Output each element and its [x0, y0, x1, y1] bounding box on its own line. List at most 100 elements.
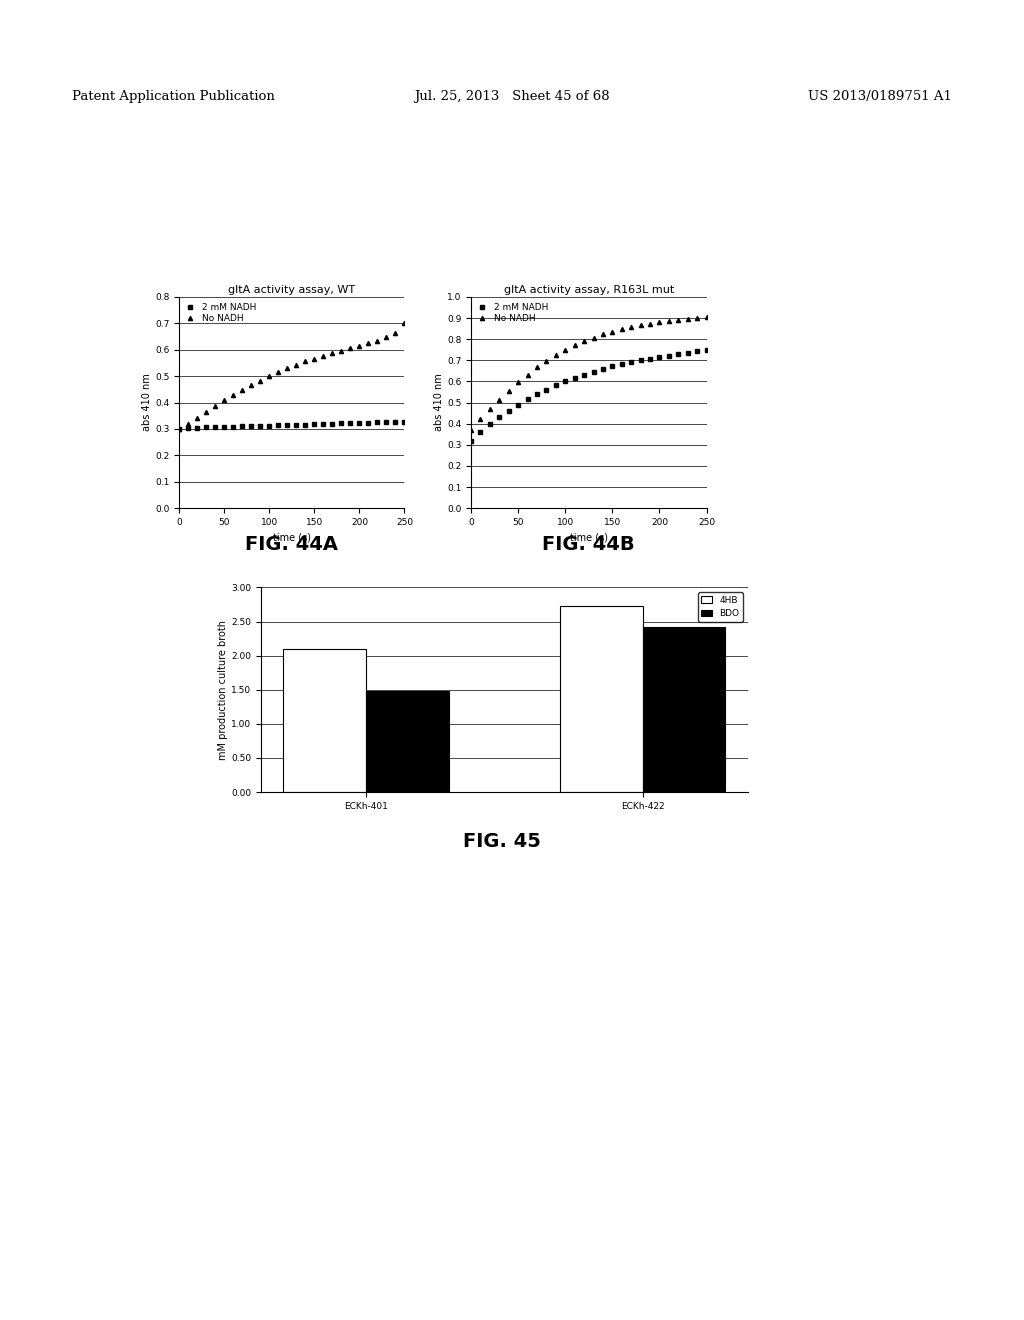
No NADH: [635, 317, 647, 333]
No NADH: [483, 401, 496, 417]
No NADH: [389, 326, 401, 342]
Legend: 4HB, BDO: 4HB, BDO: [697, 591, 743, 622]
2 mM NADH: [282, 417, 294, 433]
No NADH: [290, 356, 302, 372]
2 mM NADH: [272, 417, 285, 433]
Bar: [284, 648, 367, 792]
No NADH: [299, 354, 311, 370]
2 mM NADH: [191, 420, 204, 436]
2 mM NADH: [512, 397, 524, 413]
Text: Patent Application Publication: Patent Application Publication: [72, 90, 274, 103]
2 mM NADH: [290, 417, 302, 433]
No NADH: [644, 315, 656, 331]
No NADH: [237, 381, 249, 397]
No NADH: [588, 330, 600, 346]
No NADH: [173, 421, 185, 437]
X-axis label: time (s): time (s): [569, 532, 608, 543]
2 mM NADH: [218, 418, 230, 434]
No NADH: [615, 321, 628, 337]
2 mM NADH: [173, 421, 185, 437]
No NADH: [317, 347, 330, 363]
No NADH: [380, 329, 392, 345]
2 mM NADH: [606, 359, 618, 375]
No NADH: [606, 323, 618, 339]
Y-axis label: mM production culture broth: mM production culture broth: [218, 619, 228, 760]
No NADH: [227, 387, 240, 403]
Line: 2 mM NADH: 2 mM NADH: [177, 420, 407, 432]
2 mM NADH: [691, 343, 703, 359]
No NADH: [272, 364, 285, 380]
Text: FIG. 44B: FIG. 44B: [543, 535, 635, 553]
No NADH: [597, 326, 609, 342]
2 mM NADH: [372, 414, 384, 430]
No NADH: [182, 416, 195, 432]
No NADH: [530, 359, 543, 375]
Text: FIG. 45: FIG. 45: [463, 832, 541, 850]
No NADH: [653, 314, 666, 330]
No NADH: [372, 333, 384, 348]
2 mM NADH: [474, 424, 486, 440]
2 mM NADH: [299, 417, 311, 433]
No NADH: [344, 341, 356, 356]
2 mM NADH: [615, 356, 628, 372]
2 mM NADH: [335, 416, 347, 432]
2 mM NADH: [317, 416, 330, 432]
No NADH: [308, 351, 321, 367]
Bar: [367, 692, 450, 792]
No NADH: [218, 392, 230, 408]
2 mM NADH: [625, 354, 637, 370]
2 mM NADH: [663, 347, 675, 363]
No NADH: [209, 399, 221, 414]
2 mM NADH: [682, 345, 694, 360]
No NADH: [682, 310, 694, 326]
No NADH: [282, 360, 294, 376]
Text: Jul. 25, 2013   Sheet 45 of 68: Jul. 25, 2013 Sheet 45 of 68: [414, 90, 610, 103]
2 mM NADH: [209, 420, 221, 436]
Title: gltA activity assay, R163L mut: gltA activity assay, R163L mut: [504, 285, 674, 294]
2 mM NADH: [597, 362, 609, 378]
Bar: [642, 627, 725, 792]
No NADH: [559, 342, 571, 358]
Text: FIG. 44A: FIG. 44A: [246, 535, 338, 553]
2 mM NADH: [308, 416, 321, 432]
2 mM NADH: [541, 381, 553, 397]
No NADH: [541, 352, 553, 368]
2 mM NADH: [700, 342, 713, 358]
2 mM NADH: [227, 418, 240, 434]
2 mM NADH: [398, 413, 411, 429]
2 mM NADH: [353, 414, 366, 430]
2 mM NADH: [263, 417, 275, 433]
Legend: 2 mM NADH, No NADH: 2 mM NADH, No NADH: [183, 301, 258, 325]
2 mM NADH: [362, 414, 375, 430]
No NADH: [512, 375, 524, 391]
2 mM NADH: [200, 420, 212, 436]
No NADH: [200, 404, 212, 420]
No NADH: [245, 378, 257, 393]
Y-axis label: abs 410 nm: abs 410 nm: [142, 374, 153, 432]
No NADH: [494, 392, 506, 408]
2 mM NADH: [672, 346, 684, 362]
2 mM NADH: [494, 409, 506, 425]
2 mM NADH: [550, 378, 562, 393]
Title: gltA activity assay, WT: gltA activity assay, WT: [228, 285, 355, 294]
2 mM NADH: [327, 416, 339, 432]
2 mM NADH: [559, 374, 571, 389]
2 mM NADH: [182, 421, 195, 437]
2 mM NADH: [245, 418, 257, 434]
2 mM NADH: [465, 433, 477, 449]
No NADH: [327, 345, 339, 360]
Line: No NADH: No NADH: [177, 321, 407, 432]
No NADH: [691, 310, 703, 326]
2 mM NADH: [389, 414, 401, 430]
No NADH: [465, 422, 477, 438]
2 mM NADH: [237, 418, 249, 434]
No NADH: [362, 335, 375, 351]
Y-axis label: abs 410 nm: abs 410 nm: [434, 374, 444, 432]
No NADH: [663, 313, 675, 329]
No NADH: [625, 319, 637, 335]
Line: 2 mM NADH: 2 mM NADH: [469, 348, 709, 442]
No NADH: [521, 367, 534, 383]
No NADH: [191, 411, 204, 426]
2 mM NADH: [254, 418, 266, 434]
2 mM NADH: [644, 351, 656, 367]
